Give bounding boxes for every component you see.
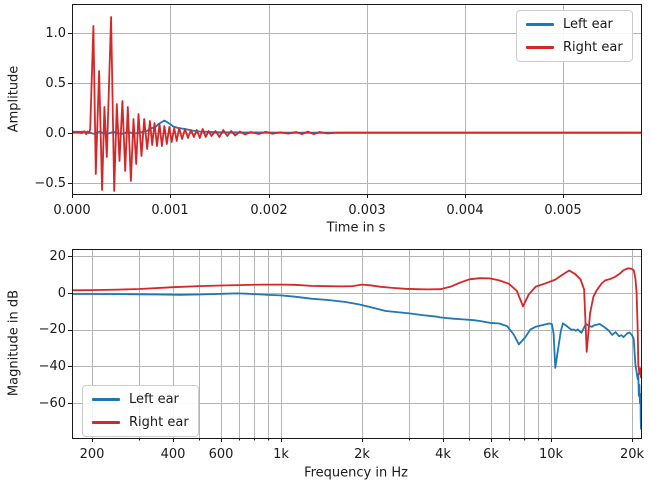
legend-item-right-ear: Right ear <box>92 414 189 431</box>
x-tick-label: 0.004 <box>446 203 484 218</box>
y-tick-label: 0 <box>57 286 66 301</box>
legend-item-left-ear: Left ear <box>526 16 623 33</box>
x-tick-label: 0.005 <box>544 203 582 218</box>
legend-label: Right ear <box>129 415 189 430</box>
y-tick-label: −60 <box>38 396 66 411</box>
x-tick-label: 0.003 <box>348 203 386 218</box>
y-tick-label: 0.5 <box>45 76 66 91</box>
left-ear-line-swatch <box>526 23 554 26</box>
legend-top: Left ear Right ear <box>516 10 633 62</box>
y-tick-label: 20 <box>49 249 66 264</box>
x-tick-label: 10k <box>538 447 564 462</box>
y-tick-label: −40 <box>38 359 66 374</box>
legend-bottom: Left ear Right ear <box>82 385 199 437</box>
x-tick-label: 6k <box>483 447 499 462</box>
x-tick-label: 1k <box>273 447 289 462</box>
legend-label: Left ear <box>129 392 179 407</box>
x-tick-label: 0.000 <box>53 203 91 218</box>
right-ear-line-swatch <box>526 46 554 49</box>
x-tick-label: 2k <box>354 447 370 462</box>
y-tick-label: −0.5 <box>34 176 66 191</box>
x-tick-label: 20k <box>619 447 645 462</box>
y-tick-label: 0.0 <box>45 126 66 141</box>
left-ear-line-swatch <box>92 398 120 401</box>
bottom-xlabel: Frequency in Hz <box>304 465 408 481</box>
legend-item-right-ear: Right ear <box>526 39 623 56</box>
legend-label: Right ear <box>563 40 623 55</box>
y-tick-label: 1.0 <box>45 26 66 41</box>
y-tick-label: −20 <box>38 322 66 337</box>
x-tick-label: 400 <box>160 447 186 462</box>
x-tick-label: 600 <box>208 447 234 462</box>
right-ear-line-swatch <box>92 421 120 424</box>
legend-label: Left ear <box>563 17 613 32</box>
top-xlabel: Time in s <box>326 220 386 236</box>
x-tick-label: 0.002 <box>250 203 288 218</box>
top-ylabel: Amplitude <box>6 65 22 133</box>
bottom-ylabel: Magnitude in dB <box>6 289 22 397</box>
legend-item-left-ear: Left ear <box>92 391 189 408</box>
x-tick-label: 4k <box>435 447 451 462</box>
x-tick-label: 200 <box>79 447 105 462</box>
x-tick-label: 0.001 <box>151 203 189 218</box>
